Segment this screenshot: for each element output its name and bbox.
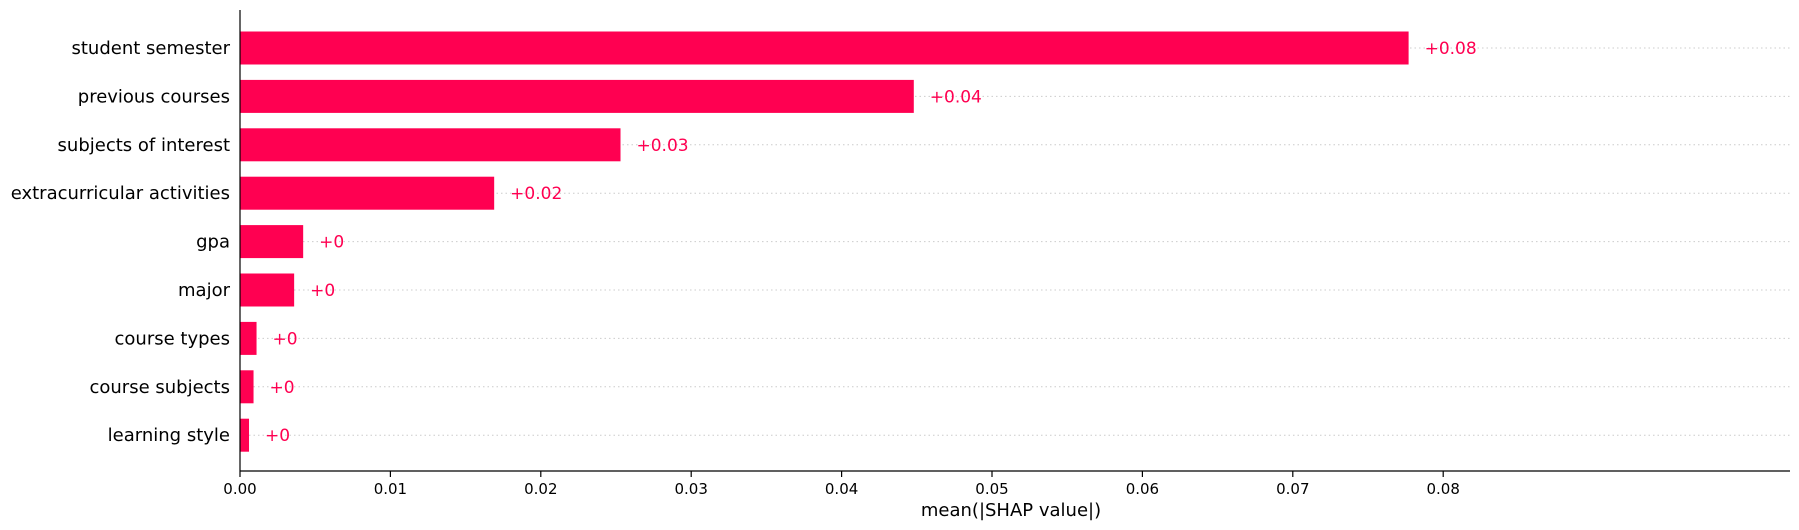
data-label: +0 [310,281,335,301]
bar [240,273,295,307]
category-labels: student semester previous courses subjects… [11,38,231,446]
data-label: +0 [265,426,290,446]
category-label: extracurricular activities [11,183,230,204]
bar [240,225,304,259]
gridlines [240,47,1790,436]
x-tick-label: 0.08 [1426,480,1459,498]
x-tick-label: 0.00 [223,480,256,498]
category-label: previous courses [78,86,230,107]
x-tick-label: 0.07 [1276,480,1309,498]
category-label: gpa [196,232,230,253]
data-label: +0.08 [1425,39,1477,59]
category-label: learning style [108,425,230,446]
x-tick-label: 0.05 [975,480,1008,498]
category-label: student semester [71,38,230,59]
category-label: major [178,280,231,301]
bar [240,418,250,452]
x-tick-label: 0.01 [374,480,407,498]
data-label: +0 [270,378,295,398]
x-axis-title: mean(|SHAP value|) [921,500,1101,521]
data-label: +0.04 [930,87,982,107]
data-labels: +0.08 +0.04 +0.03 +0.02 +0 +0 +0 +0 +0 [265,39,1477,446]
x-tick-label: 0.02 [524,480,557,498]
x-tick-label: 0.06 [1126,480,1159,498]
category-label: course subjects [89,377,230,398]
bar [240,128,621,162]
data-label: +0 [319,233,344,253]
data-label: +0.03 [637,136,689,156]
bar [240,31,1409,65]
category-label: course types [115,328,230,349]
x-tick-label: 0.04 [825,480,858,498]
bar [240,370,254,404]
bar [240,176,495,210]
data-label: +0.02 [510,184,562,204]
category-label: subjects of interest [58,135,230,156]
bar [240,79,914,113]
data-label: +0 [273,329,298,349]
bars [240,31,1409,452]
x-axis-ticks: 0.00 0.01 0.02 0.03 0.04 0.05 0.06 0.07 0.08 [223,471,1460,498]
x-tick-label: 0.03 [674,480,707,498]
bar [240,321,257,355]
